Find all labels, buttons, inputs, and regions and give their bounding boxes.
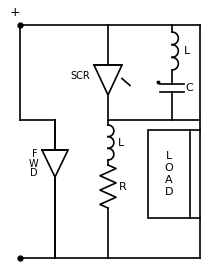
Text: L: L [184,46,190,56]
Text: D: D [30,168,38,178]
Text: SCR: SCR [70,71,90,81]
Text: L
O
A
D: L O A D [165,151,173,197]
Text: C: C [185,83,193,93]
Polygon shape [42,150,68,177]
Text: +: + [10,6,20,18]
Text: W: W [28,158,38,169]
Polygon shape [94,65,122,95]
Text: R: R [119,181,127,192]
Text: L: L [118,137,124,148]
Bar [148,130,190,218]
Text: F: F [32,149,38,159]
